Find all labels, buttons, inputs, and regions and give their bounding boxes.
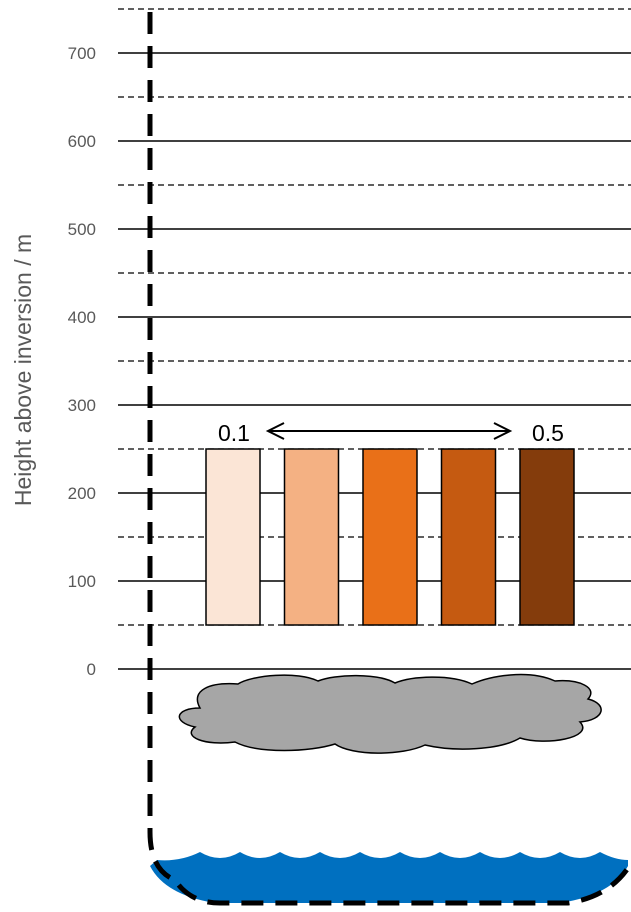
y-axis-tick-labels: 0 100 200 300 400 500 600 700 [68,44,96,679]
range-arrow-right-head [493,422,513,440]
y-tick-label: 200 [68,484,96,503]
y-tick-label: 400 [68,308,96,327]
y-tick-label: 100 [68,572,96,591]
layer-bars [205,448,575,626]
layer-bar [440,448,497,626]
layer-bar [283,448,340,626]
range-arrow-left-head [265,422,285,440]
y-tick-label: 600 [68,132,96,151]
layer-bar [519,448,575,626]
range-end-label: 0.5 [532,420,564,446]
sea-body [150,852,628,903]
y-tick-label: 500 [68,220,96,239]
y-tick-label: 0 [87,660,96,679]
y-tick-label: 300 [68,396,96,415]
range-annotation: 0.1 0.5 [218,420,564,446]
range-start-label: 0.1 [218,420,250,446]
cloud-shape [178,673,602,754]
layer-bar [362,448,418,626]
layer-bar [205,448,261,626]
y-axis-title: Height above inversion / m [10,234,36,506]
sea-surface [150,852,628,903]
y-tick-label: 700 [68,44,96,63]
cloud [178,673,602,754]
